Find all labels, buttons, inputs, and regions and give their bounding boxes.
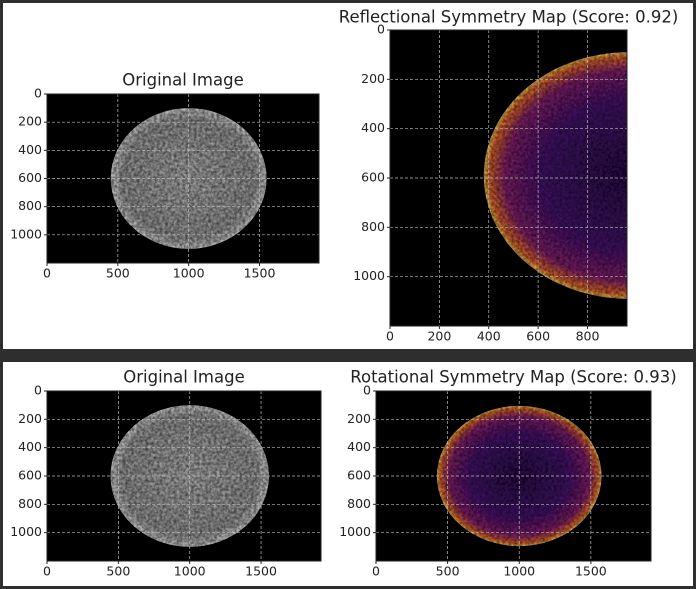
axes-title: Reflectional Symmetry Map (Score: 0.92) xyxy=(339,8,679,27)
x-tick-label: 500 xyxy=(436,564,460,579)
y-tick-label: 200 xyxy=(361,71,385,86)
axes-title: Original Image xyxy=(122,71,244,90)
x-tick-label: 200 xyxy=(427,329,451,344)
image-disc xyxy=(483,52,627,299)
y-tick-label: 400 xyxy=(18,142,42,157)
x-tick-label: 1500 xyxy=(244,266,276,281)
x-tick-label: 0 xyxy=(372,564,380,579)
x-tick-label: 0 xyxy=(43,266,51,281)
x-tick-label: 800 xyxy=(576,329,600,344)
x-tick-label: 0 xyxy=(386,329,394,344)
y-tick-label: 600 xyxy=(361,170,385,185)
y-tick-label: 400 xyxy=(361,120,385,135)
y-tick-label: 0 xyxy=(377,22,385,37)
y-tick-label: 600 xyxy=(18,170,42,185)
y-tick-label: 1000 xyxy=(339,524,371,539)
y-tick-label: 800 xyxy=(18,496,42,511)
y-tick-label: 600 xyxy=(347,468,371,483)
axes-frame xyxy=(46,390,322,562)
y-tick-label: 800 xyxy=(18,198,42,213)
y-tick-label: 200 xyxy=(18,411,42,426)
axes-frame xyxy=(375,390,652,562)
y-tick-label: 1000 xyxy=(10,524,42,539)
y-tick-label: 600 xyxy=(18,468,42,483)
x-tick-label: 1000 xyxy=(173,266,205,281)
y-tick-label: 0 xyxy=(34,86,42,101)
axes-frame xyxy=(46,93,320,264)
x-tick-label: 1000 xyxy=(503,564,535,579)
axes-frame xyxy=(389,29,628,327)
y-tick-label: 200 xyxy=(18,114,42,129)
x-tick-label: 1500 xyxy=(245,564,277,579)
y-tick-label: 0 xyxy=(363,383,371,398)
y-tick-label: 1000 xyxy=(353,268,385,283)
x-tick-label: 0 xyxy=(43,564,51,579)
x-tick-label: 400 xyxy=(477,329,501,344)
x-tick-label: 1500 xyxy=(575,564,607,579)
y-tick-label: 400 xyxy=(18,439,42,454)
x-tick-label: 1000 xyxy=(174,564,206,579)
y-tick-label: 800 xyxy=(347,496,371,511)
y-tick-label: 400 xyxy=(347,439,371,454)
x-tick-label: 500 xyxy=(106,564,130,579)
y-tick-label: 0 xyxy=(34,383,42,398)
axes-title: Original Image xyxy=(123,368,245,387)
y-tick-label: 800 xyxy=(361,219,385,234)
axes-title: Rotational Symmetry Map (Score: 0.93) xyxy=(350,368,676,387)
x-tick-label: 600 xyxy=(526,329,550,344)
y-tick-label: 1000 xyxy=(10,226,42,241)
x-tick-label: 500 xyxy=(106,266,130,281)
y-tick-label: 200 xyxy=(347,411,371,426)
